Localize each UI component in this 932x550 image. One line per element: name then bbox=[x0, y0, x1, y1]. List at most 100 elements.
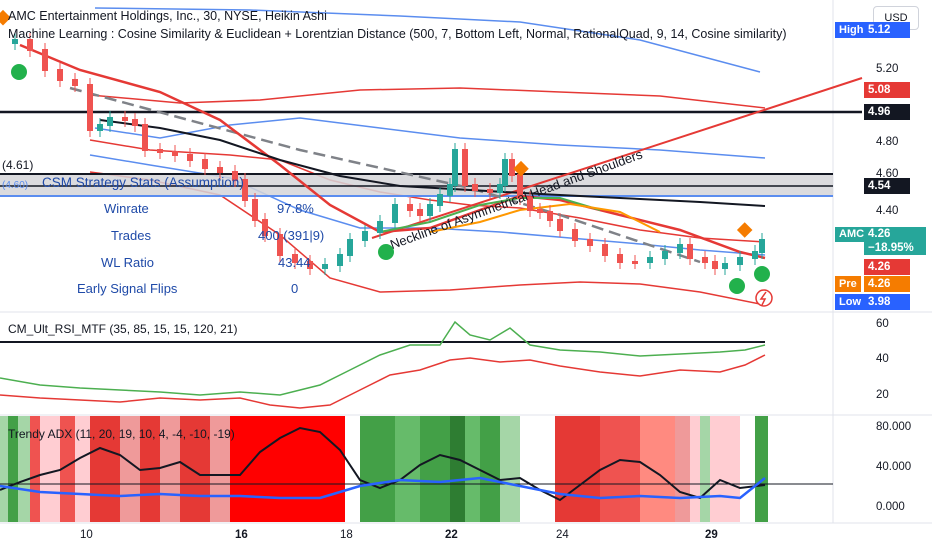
candle-body bbox=[42, 49, 48, 71]
candle-body bbox=[497, 184, 503, 193]
time-axis-label: 16 bbox=[235, 529, 248, 541]
candle-body bbox=[687, 244, 693, 259]
kernel-curve-green bbox=[379, 197, 601, 233]
candle-body bbox=[107, 117, 113, 126]
adx-stripe bbox=[675, 416, 690, 522]
price-axis-label: 5.20 bbox=[876, 63, 899, 75]
adx-stripe bbox=[740, 416, 755, 522]
candle-body bbox=[557, 219, 563, 231]
candle-body bbox=[587, 239, 593, 246]
adx-stripe bbox=[690, 416, 700, 522]
candle-body bbox=[572, 229, 578, 241]
blue-band-outer-top bbox=[94, 7, 761, 73]
red-band-top bbox=[89, 87, 766, 109]
adx-stripe bbox=[640, 416, 675, 522]
candle-body bbox=[187, 154, 193, 161]
adx-title: Trendy ADX (11, 20, 19, 10, 4, -4, -10, … bbox=[8, 427, 235, 441]
price-axis-label: 4.80 bbox=[876, 136, 899, 148]
kernel-curve-orange bbox=[429, 202, 661, 233]
candle-body bbox=[472, 184, 478, 191]
black-ma bbox=[99, 119, 766, 207]
candle-body bbox=[172, 151, 178, 156]
candle-body bbox=[737, 257, 743, 265]
adx-stripe bbox=[465, 416, 480, 522]
adx-stripe bbox=[420, 416, 450, 522]
candle-body bbox=[509, 159, 515, 176]
stat-value: 43.44 bbox=[278, 255, 311, 270]
candle-body bbox=[132, 119, 138, 126]
strategy-title: CSM Strategy Stats (Assumption) bbox=[42, 175, 244, 190]
candle-body bbox=[502, 159, 508, 186]
adx-stripe bbox=[360, 416, 395, 522]
time-axis-label: 18 bbox=[340, 529, 353, 541]
candle-body bbox=[527, 197, 533, 211]
candle-body bbox=[157, 149, 163, 153]
adx-stripe bbox=[600, 416, 640, 522]
candle-body bbox=[702, 257, 708, 263]
candle-body bbox=[517, 174, 523, 199]
candle-body bbox=[97, 124, 103, 131]
candle-body bbox=[57, 69, 63, 81]
candle-body bbox=[262, 219, 268, 236]
candle-body bbox=[662, 251, 668, 259]
adx-stripe bbox=[710, 416, 740, 522]
adx-stripe bbox=[30, 416, 40, 522]
adx-stripe bbox=[700, 416, 710, 522]
adx-stripe bbox=[18, 416, 30, 522]
candle-body bbox=[617, 254, 623, 263]
buy-signal-dot bbox=[11, 64, 27, 80]
stat-value: 0 bbox=[291, 281, 299, 296]
candle-body bbox=[437, 194, 443, 206]
candle-body bbox=[232, 171, 238, 181]
candle-body bbox=[722, 263, 728, 269]
chart-title: AMC Entertainment Holdings, Inc., 30, NY… bbox=[8, 9, 327, 23]
adx-background bbox=[0, 416, 768, 522]
time-axis-label: 10 bbox=[80, 529, 93, 541]
candle-body bbox=[417, 209, 423, 216]
red-ma bbox=[19, 43, 766, 260]
support-value: 4.54 bbox=[864, 178, 910, 194]
adx-stripe bbox=[40, 416, 60, 522]
low-label: Low bbox=[835, 294, 865, 310]
candle-body bbox=[12, 39, 18, 44]
high-label: High bbox=[835, 22, 868, 38]
change-tag: −18.95% bbox=[864, 241, 926, 255]
candle-body bbox=[602, 244, 608, 256]
price-axis-label: 4.60 bbox=[876, 168, 899, 180]
adx-stripe bbox=[555, 416, 600, 522]
left-value: (4.61) bbox=[2, 158, 34, 172]
adx-stripe bbox=[755, 416, 768, 522]
candle-body bbox=[407, 204, 413, 211]
stat-label: Trades bbox=[111, 228, 151, 243]
candle-body bbox=[537, 209, 543, 213]
symbol-tag: AMC bbox=[835, 227, 869, 242]
adx-stripe bbox=[180, 416, 210, 522]
candle-body bbox=[427, 204, 433, 216]
candle-body bbox=[217, 167, 223, 173]
pre-value: 4.26 bbox=[864, 276, 910, 292]
lightning-icon bbox=[755, 289, 773, 307]
candle-body bbox=[122, 117, 128, 121]
rsi-axis-label: 40 bbox=[876, 353, 889, 365]
candle-body bbox=[362, 231, 368, 241]
candle-body bbox=[202, 159, 208, 169]
sell-signal-diamond bbox=[0, 9, 11, 26]
candle-body bbox=[337, 254, 343, 266]
candle-body bbox=[632, 261, 638, 264]
candle-body bbox=[547, 211, 553, 221]
adx-stripe bbox=[500, 416, 520, 522]
pre-label: Pre bbox=[835, 276, 861, 292]
candle-body bbox=[72, 79, 78, 86]
candle-body bbox=[322, 264, 328, 269]
candle-body bbox=[487, 189, 493, 193]
heikin-ashi-candles bbox=[12, 33, 765, 275]
left-value-2: (4.60) bbox=[2, 180, 29, 191]
candle-body bbox=[142, 124, 148, 151]
candle-body bbox=[392, 204, 398, 223]
candle-body bbox=[452, 149, 458, 186]
high-value: 5.12 bbox=[864, 22, 910, 38]
rsi-axis-label: 60 bbox=[876, 318, 889, 330]
last-red-tag: 4.26 bbox=[864, 259, 910, 275]
indicator-title: Machine Learning : Cosine Similarity & E… bbox=[8, 27, 787, 41]
